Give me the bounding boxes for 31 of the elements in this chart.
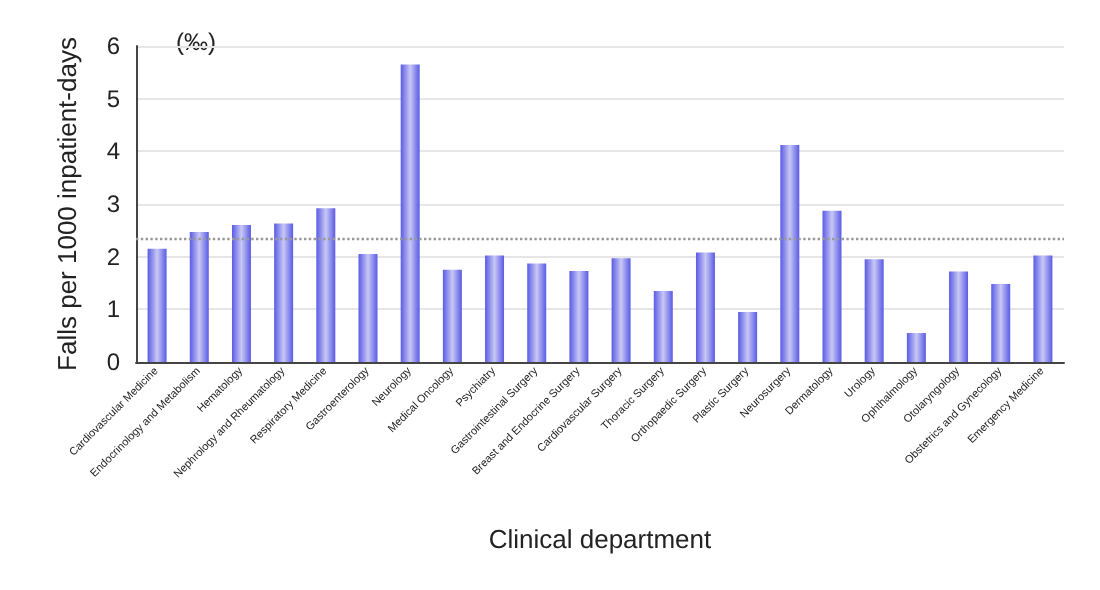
- bar: [653, 290, 673, 362]
- y-tick-label: 3: [106, 190, 121, 218]
- y-axis-title: Falls per 1000 inpatient-days: [52, 36, 82, 371]
- bar: [738, 311, 758, 362]
- bar: [442, 269, 462, 362]
- bar: [822, 210, 842, 362]
- x-axis-title: Clinical department: [488, 524, 713, 554]
- y-tick-label: 4: [106, 137, 121, 166]
- bar: [611, 258, 631, 362]
- bar: [864, 259, 884, 362]
- bar: [189, 231, 209, 362]
- bar: [485, 255, 505, 362]
- y-tick-label: 2: [106, 242, 121, 271]
- bar: [527, 263, 547, 362]
- bar: [231, 225, 251, 362]
- bar: [358, 254, 378, 362]
- bar: [316, 208, 336, 362]
- y-tick-label: 6: [106, 32, 121, 60]
- bar: [695, 252, 715, 362]
- bar: [147, 248, 167, 362]
- bar: [274, 223, 294, 362]
- bar: [400, 64, 420, 362]
- bar: [906, 333, 926, 362]
- bar: [780, 145, 800, 362]
- y-tick-label: 5: [106, 84, 121, 113]
- y-tick-label: 0: [106, 348, 121, 376]
- bar: [991, 284, 1011, 362]
- bar: [949, 271, 969, 362]
- bar: [569, 270, 589, 362]
- y-tick-label: 1: [106, 295, 121, 324]
- bar: [1033, 255, 1053, 362]
